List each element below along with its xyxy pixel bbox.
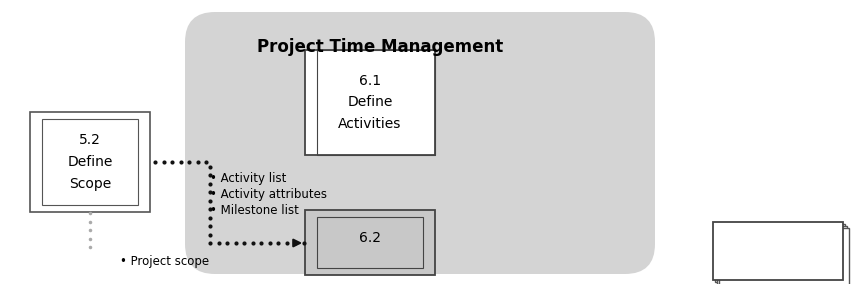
Bar [715,224,845,282]
FancyBboxPatch shape [185,12,655,274]
Bar [719,228,849,284]
Bar [305,210,435,275]
Bar [717,226,847,284]
Bar [713,222,843,280]
Bar [305,50,435,155]
Text: • Activity list: • Activity list [210,172,286,185]
Bar [317,217,423,268]
Text: 6.1
Define
Activities: 6.1 Define Activities [338,74,401,131]
Bar [317,50,435,155]
Text: 5.2
Define
Scope: 5.2 Define Scope [67,133,112,191]
Text: 6.2: 6.2 [359,231,381,245]
Bar [30,112,150,212]
Text: Project Time Management: Project Time Management [257,38,503,56]
Bar [42,119,138,205]
Text: • Activity attributes: • Activity attributes [210,188,327,201]
Text: • Milestone list: • Milestone list [210,204,299,217]
Text: • Project scope: • Project scope [120,255,209,268]
